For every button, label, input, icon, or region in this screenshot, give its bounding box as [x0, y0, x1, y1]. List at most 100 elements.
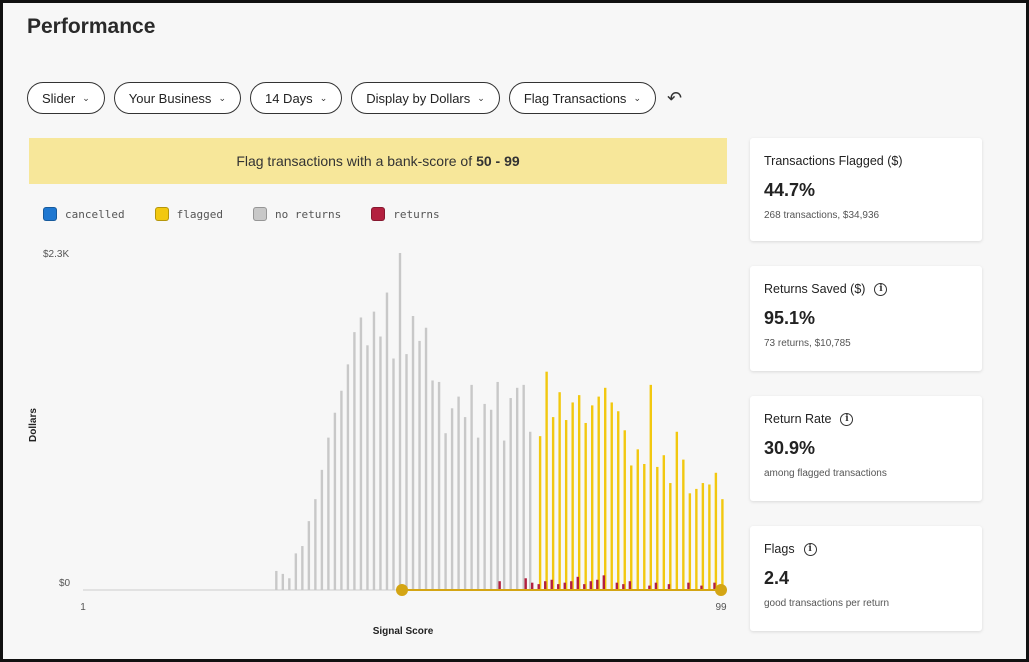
bar-returns-88 [648, 585, 651, 590]
bar-flagged-72 [545, 371, 548, 590]
bar-returns-91 [667, 584, 671, 590]
dropdown-label: 14 Days [264, 90, 313, 106]
info-icon[interactable]: i [803, 542, 817, 556]
bar-returns-71 [537, 584, 540, 590]
card-title: Return Rate [764, 412, 832, 426]
bar-no-returns-32 [281, 573, 285, 590]
bar-returns-84 [622, 584, 625, 590]
return-rate-card: Return Rate i 30.9% among flagged transa… [750, 396, 982, 501]
bar-flagged-81 [604, 387, 607, 590]
x-tick-label: 99 [715, 602, 727, 613]
bar-flagged-75 [564, 420, 568, 590]
bar-flagged-92 [675, 431, 679, 590]
card-title-row: Flags i [764, 542, 968, 556]
bar-no-returns-33 [288, 578, 291, 590]
card-value: 44.7% [764, 180, 816, 200]
legend-swatch [252, 207, 267, 221]
legend-item-returns: returns [371, 207, 440, 221]
bar-flagged-83 [617, 411, 620, 590]
card-value: 2.4 [764, 568, 790, 588]
bar-no-returns-50 [398, 253, 402, 590]
date-range-dropdown[interactable]: 14 Days ⌄ [249, 82, 343, 114]
bar-returns-83 [615, 582, 619, 590]
bar-no-returns-55 [431, 380, 434, 590]
dropdown-label: Flag Transactions [523, 90, 627, 106]
bar-flagged-94 [688, 493, 692, 590]
flags-card: Flags i 2.4 good transactions per return [750, 526, 982, 631]
bar-no-returns-43 [353, 332, 356, 590]
page-title: Performance [27, 15, 156, 38]
card-value: 30.9% [764, 438, 816, 458]
bar-returns-98 [713, 582, 716, 590]
bar-no-returns-65 [496, 381, 499, 590]
card-title-row: Return Rate i [764, 412, 968, 426]
bar-no-returns-35 [301, 546, 304, 590]
legend-label: no returns [274, 207, 342, 221]
bar-returns-81 [602, 575, 606, 590]
bar-no-returns-44 [359, 317, 363, 590]
card-subtitle: among flagged transactions [764, 468, 887, 479]
info-icon[interactable]: i [840, 412, 854, 426]
chart-bars [275, 253, 724, 590]
bar-no-returns-34 [294, 553, 298, 590]
legend-item-flagged: flagged [154, 207, 223, 221]
y-axis-label: Dollars [28, 408, 39, 442]
banner-text: Flag transactions with a bank-score of [236, 153, 473, 169]
legend-label: cancelled [65, 207, 125, 221]
undo-icon[interactable]: ↶ [666, 87, 683, 108]
bar-flagged-85 [630, 465, 633, 590]
slider-dropdown[interactable]: Slider ⌄ [27, 82, 105, 114]
bar-flagged-84 [623, 430, 626, 590]
bar-flagged-78 [584, 422, 587, 590]
bar-no-returns-39 [327, 437, 330, 590]
legend-swatch [43, 207, 57, 221]
dropdown-label: Your Business [128, 90, 212, 106]
transactions-flagged-card: Transactions Flagged ($) 44.7% 268 trans… [750, 138, 982, 241]
bar-no-returns-61 [470, 384, 473, 590]
bar-returns-76 [570, 581, 573, 590]
bar-no-returns-58 [450, 408, 454, 590]
bar-no-returns-56 [437, 381, 441, 590]
card-subtitle: 268 transactions, $34,936 [764, 210, 880, 221]
chevron-down-icon: ⌄ [82, 92, 90, 103]
bar-returns-94 [687, 582, 690, 590]
bar-returns-70 [531, 582, 534, 590]
bar-returns-75 [563, 582, 566, 590]
bar-no-returns-68 [515, 387, 519, 590]
signal-score-bar-chart: $2.3K $0 Dollars 1 99 Signal Score [28, 249, 727, 637]
bar-no-returns-52 [411, 316, 415, 590]
bar-returns-74 [557, 584, 560, 590]
bar-flagged-74 [558, 392, 561, 590]
bar-flagged-73 [551, 417, 555, 590]
score-range-banner: Flag transactions with a bank-score of 5… [29, 138, 727, 184]
bar-returns-65 [498, 581, 501, 590]
bar-no-returns-54 [424, 327, 428, 590]
bar-no-returns-41 [340, 390, 343, 590]
action-dropdown[interactable]: Flag Transactions ⌄ [508, 82, 656, 114]
slider-handle-max[interactable] [715, 584, 727, 596]
business-dropdown[interactable]: Your Business ⌄ [113, 82, 241, 114]
chevron-down-icon: ⌄ [218, 92, 226, 103]
bar-flagged-79 [591, 405, 594, 590]
bar-flagged-95 [695, 488, 698, 590]
returns-saved-card: Returns Saved ($) i 95.1% 73 returns, $1… [750, 266, 982, 371]
card-subtitle: good transactions per return [764, 598, 890, 609]
display-mode-dropdown[interactable]: Display by Dollars ⌄ [351, 82, 500, 114]
bar-no-returns-67 [509, 398, 512, 590]
x-tick-label: 1 [80, 602, 86, 613]
bar-no-returns-70 [529, 431, 532, 590]
bar-flagged-91 [669, 483, 672, 590]
chevron-down-icon: ⌄ [319, 92, 328, 103]
bar-flagged-89 [656, 466, 659, 590]
bar-flagged-93 [682, 459, 685, 590]
banner-range: 50 - 99 [476, 153, 520, 169]
bar-no-returns-64 [489, 409, 493, 590]
bar-no-returns-49 [392, 358, 395, 590]
bar-no-returns-60 [463, 417, 467, 590]
legend-swatch [154, 207, 169, 221]
bar-returns-80 [596, 579, 599, 590]
slider-handle-min[interactable] [396, 584, 408, 596]
bar-returns-96 [700, 585, 703, 590]
info-icon[interactable]: i [874, 282, 888, 296]
